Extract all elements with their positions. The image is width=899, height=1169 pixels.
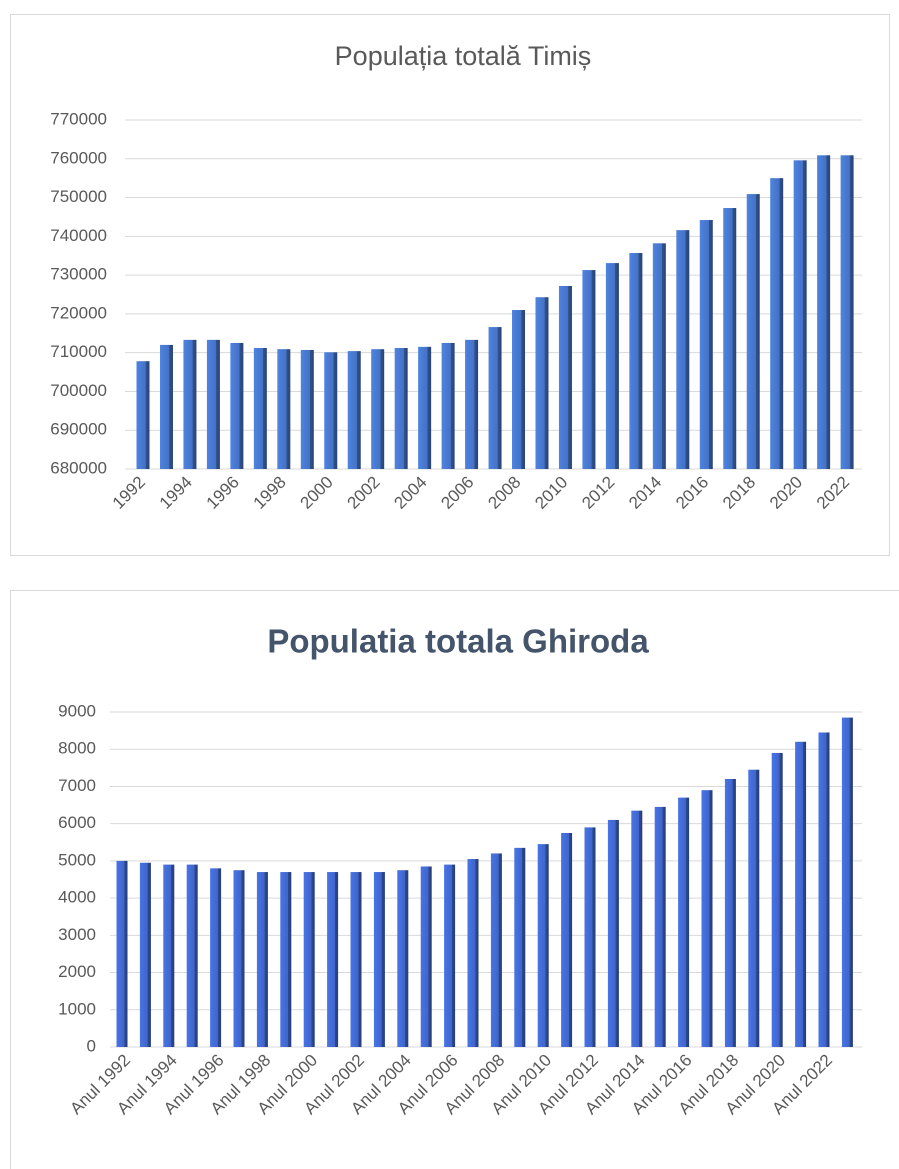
bar	[253, 348, 267, 469]
bar	[841, 717, 853, 1047]
bar	[327, 872, 339, 1047]
bar	[183, 339, 197, 469]
bar	[324, 352, 338, 469]
bar	[373, 872, 385, 1047]
bar	[654, 806, 666, 1047]
bar	[136, 361, 150, 469]
y-tick-label: 720000	[50, 303, 107, 322]
bar	[490, 853, 502, 1047]
bar	[629, 253, 643, 469]
bar	[701, 790, 713, 1047]
y-tick-label: 4000	[58, 888, 96, 907]
bar	[537, 844, 549, 1047]
bar	[631, 810, 643, 1047]
y-tick-label: 6000	[58, 813, 96, 832]
y-tick-label: 0	[87, 1036, 96, 1055]
bar	[233, 870, 245, 1047]
bar	[277, 349, 291, 469]
bar	[699, 220, 713, 469]
bar	[420, 866, 432, 1047]
y-tick-label: 8000	[58, 739, 96, 758]
bar	[561, 832, 573, 1047]
bar	[347, 351, 361, 469]
bar	[350, 872, 362, 1047]
bar	[371, 349, 385, 469]
bar	[210, 868, 222, 1047]
bar	[256, 872, 268, 1047]
bar	[607, 819, 619, 1047]
bar	[444, 864, 456, 1047]
y-tick-label: 710000	[50, 342, 107, 361]
bar	[512, 310, 526, 469]
bar	[467, 859, 479, 1047]
y-tick-label: 730000	[50, 265, 107, 284]
bar	[818, 732, 830, 1047]
bar	[397, 870, 409, 1047]
bar	[605, 263, 619, 469]
bar	[418, 346, 432, 469]
bar	[652, 243, 666, 469]
bar	[465, 339, 479, 469]
y-tick-label: 9000	[58, 701, 96, 720]
bar	[817, 155, 831, 469]
y-tick-label: 740000	[50, 226, 107, 245]
bar	[840, 155, 854, 469]
bar	[206, 339, 220, 469]
bar	[724, 779, 736, 1047]
bar	[159, 344, 173, 469]
bar	[678, 797, 690, 1047]
y-tick-label: 7000	[58, 776, 96, 795]
bar	[230, 342, 244, 469]
bar	[163, 864, 175, 1047]
y-tick-label: 2000	[58, 962, 96, 981]
bar	[394, 348, 408, 469]
y-tick-label: 770000	[50, 109, 107, 128]
bar	[558, 285, 572, 469]
bar	[300, 349, 314, 469]
bar	[723, 208, 737, 469]
bar	[746, 194, 760, 469]
bar	[582, 270, 596, 469]
bar	[584, 827, 596, 1047]
bar	[441, 342, 455, 469]
y-tick-label: 3000	[58, 925, 96, 944]
bar	[280, 872, 292, 1047]
chart-title: Populatia totala Ghiroda	[267, 623, 649, 660]
bar	[139, 862, 151, 1047]
bar	[793, 160, 807, 469]
bar	[488, 327, 502, 469]
y-tick-label: 1000	[58, 999, 96, 1018]
bar	[535, 297, 549, 469]
bar	[186, 864, 198, 1047]
bar	[514, 847, 526, 1047]
y-tick-label: 750000	[50, 187, 107, 206]
bar	[770, 178, 784, 469]
chart-title: Populația totală Timiș	[335, 41, 592, 71]
bar	[748, 769, 760, 1047]
bar	[303, 872, 315, 1047]
y-tick-label: 700000	[50, 381, 107, 400]
bar	[676, 230, 690, 469]
bar	[795, 741, 807, 1047]
y-tick-label: 760000	[50, 148, 107, 167]
y-tick-label: 680000	[50, 458, 107, 477]
bar	[116, 860, 128, 1047]
y-tick-label: 690000	[50, 420, 107, 439]
bar	[771, 752, 783, 1047]
y-tick-label: 5000	[58, 850, 96, 869]
